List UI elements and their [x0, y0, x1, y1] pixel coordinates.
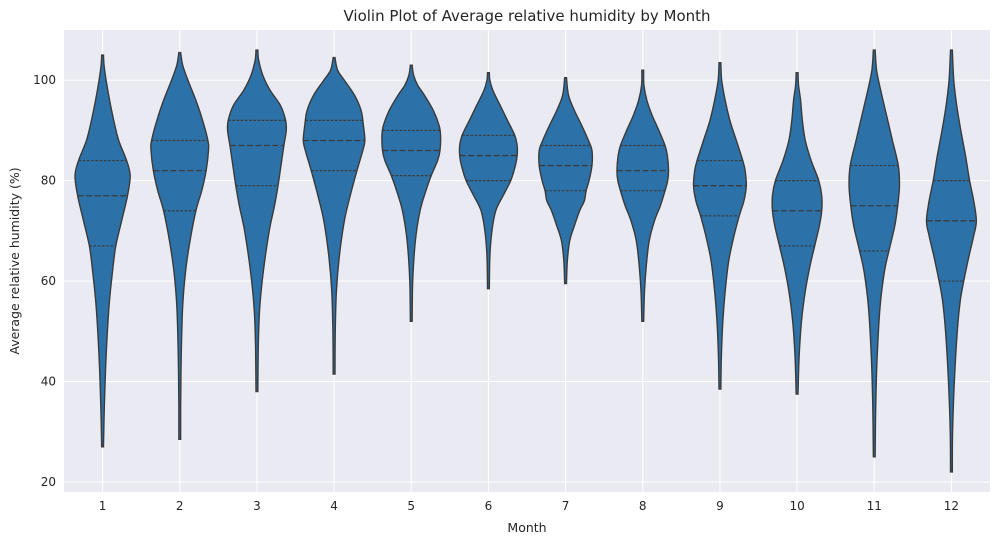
x-tick-label: 10 [789, 499, 804, 513]
x-tick-label: 5 [407, 499, 415, 513]
x-axis-label: Month [507, 520, 546, 535]
violin-month-7 [538, 77, 594, 285]
violin-month-5 [381, 64, 442, 322]
x-tick-label: 11 [867, 499, 882, 513]
violin-month-3 [226, 49, 288, 393]
violin-month-4 [302, 56, 366, 375]
x-tick-label: 3 [253, 499, 261, 513]
y-tick-label: 60 [41, 274, 56, 288]
y-tick-labels: 20 40 60 80 100 [33, 73, 56, 489]
chart-title: Violin Plot of Average relative humidity… [343, 7, 710, 25]
violin-month-8 [616, 69, 670, 322]
y-tick-label: 40 [41, 375, 56, 389]
violin-month-9 [692, 61, 748, 390]
x-tick-label: 7 [562, 499, 570, 513]
x-tick-label: 8 [639, 499, 647, 513]
x-tick-label: 1 [99, 499, 107, 513]
violin-month-2 [150, 51, 210, 440]
x-tick-label: 6 [485, 499, 493, 513]
y-tick-label: 100 [33, 73, 56, 87]
y-tick-label: 80 [41, 174, 56, 188]
x-tick-label: 2 [176, 499, 184, 513]
y-axis-label: Average relative humidity (%) [7, 167, 22, 354]
x-tick-label: 12 [944, 499, 959, 513]
x-tick-label: 4 [330, 499, 338, 513]
violins [74, 49, 978, 473]
y-tick-label: 20 [41, 475, 56, 489]
plot-background [64, 30, 990, 492]
violin-month-11 [848, 49, 901, 458]
x-tick-label: 9 [716, 499, 724, 513]
x-tick-labels: 1 2 3 4 5 6 7 8 9 10 11 12 [99, 499, 959, 513]
